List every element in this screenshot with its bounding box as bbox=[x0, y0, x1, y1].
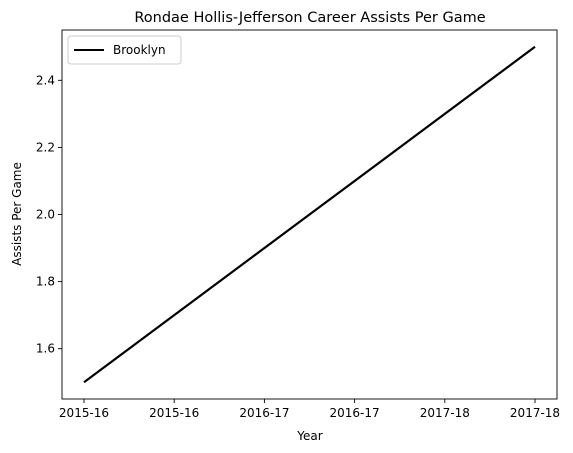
plot-frame bbox=[61, 29, 558, 400]
y-tick-label: 2.2 bbox=[36, 140, 55, 154]
x-tick-label: 2016-17 bbox=[239, 406, 289, 420]
x-tick-label: 2015-16 bbox=[59, 406, 109, 420]
y-tick-label: 1.8 bbox=[36, 275, 55, 289]
x-tick-label: 2017-18 bbox=[420, 406, 470, 420]
legend-label: Brooklyn bbox=[113, 43, 166, 57]
y-axis: 1.6 1.8 2.0 2.2 2.4 bbox=[36, 73, 62, 356]
x-axis-label: Year bbox=[296, 429, 322, 443]
x-tick-label: 2015-16 bbox=[149, 406, 199, 420]
chart-title: Rondae Hollis-Jefferson Career Assists P… bbox=[134, 10, 485, 26]
y-tick-label: 1.6 bbox=[36, 342, 55, 356]
y-tick-label: 2.0 bbox=[36, 208, 55, 222]
legend: Brooklyn bbox=[67, 35, 182, 65]
x-tick-label: 2017-18 bbox=[510, 406, 560, 420]
series-group bbox=[83, 45, 536, 384]
y-axis-label: Assists Per Game bbox=[10, 162, 24, 266]
x-tick-label: 2016-17 bbox=[330, 406, 380, 420]
y-tick-label: 2.4 bbox=[36, 73, 55, 87]
x-axis: 2015-16 2015-16 2016-17 2016-17 2017-18 2017-… bbox=[59, 399, 560, 420]
legend-frame bbox=[67, 35, 182, 65]
series-line-brooklyn bbox=[83, 45, 536, 384]
